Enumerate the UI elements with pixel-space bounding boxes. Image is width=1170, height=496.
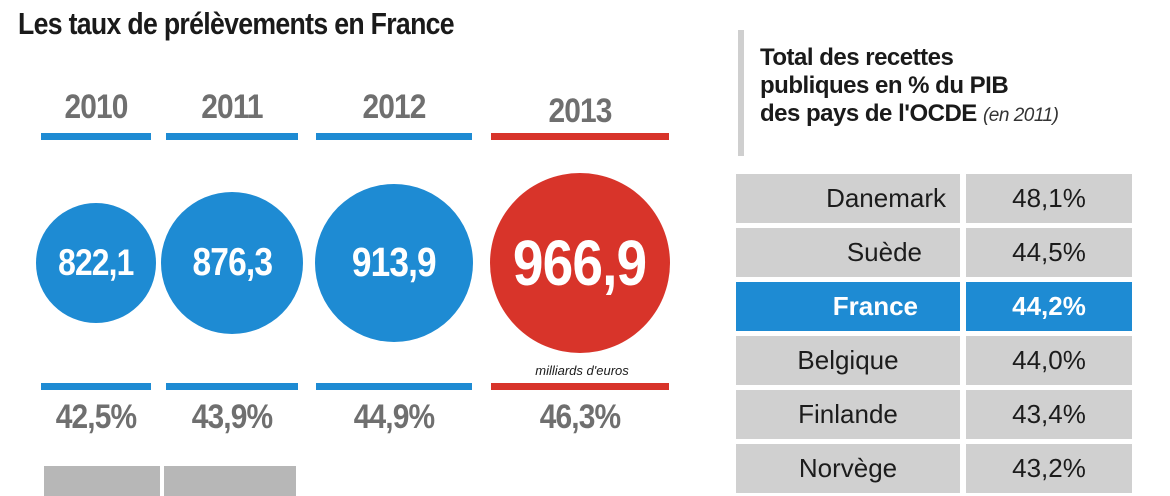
amount-bubble-2011: 876,3 (160, 191, 304, 335)
rate-underline-2012 (316, 383, 472, 390)
year-label-2011: 2011 (201, 88, 263, 126)
table-title-line-2: publiques en % du PIB (760, 72, 1009, 99)
table-row: Suède 44,5% (736, 228, 1132, 277)
divider-line (738, 30, 744, 156)
year-underline-2010 (41, 133, 151, 140)
value-cell: 43,4% (966, 390, 1132, 439)
country-name: Suède (846, 237, 922, 267)
rate-value: 43,2% (1012, 453, 1086, 483)
year-label-2010: 2010 (64, 88, 128, 126)
rate-value-2013: 46,3% (539, 398, 621, 436)
rate-value: 43,4% (1012, 399, 1086, 429)
country-cell: France (736, 282, 960, 331)
amount-value-2010: 822,1 (58, 242, 134, 283)
rate-value: 44,2% (1012, 291, 1086, 321)
value-cell: 48,1% (966, 174, 1132, 223)
year-underline-2013 (491, 133, 669, 140)
amount-value-2013: 966,9 (513, 227, 647, 299)
country-name: Belgique (797, 345, 899, 375)
rate-value: 48,1% (1012, 183, 1086, 213)
table-row: Norvège 43,2% (736, 444, 1132, 493)
value-cell: 44,5% (966, 228, 1132, 277)
table-title: Total des recettes publiques en % du PIB… (760, 44, 1160, 130)
amount-bubble-2013: 966,9 (490, 173, 670, 353)
year-underline-2011 (166, 133, 298, 140)
table-row: Belgique 44,0% (736, 336, 1132, 385)
country-cell: Finlande (736, 390, 960, 439)
table-title-note: (en 2011) (982, 105, 1059, 126)
year-label-2013: 2013 (548, 92, 612, 130)
table-row: Finlande 43,4% (736, 390, 1132, 439)
table-title-line-3: des pays de l'OCDE (en 2011) (760, 100, 1160, 130)
country-cell: Norvège (736, 444, 960, 493)
table-row: France 44,2% (736, 282, 1132, 331)
country-cell: Suède (736, 228, 960, 277)
rate-value-2010: 42,5% (55, 398, 137, 436)
table-title-line-1: Total des recettes (760, 44, 954, 71)
country-name: France (832, 291, 918, 321)
table-row: Danemark 48,1% (736, 174, 1132, 223)
country-name: Finlande (798, 399, 898, 429)
rate-value-2011: 43,9% (191, 398, 273, 436)
year-label-2012: 2012 (362, 88, 426, 126)
country-name: Norvège (798, 453, 898, 483)
year-underline-2012 (316, 133, 472, 140)
country-name: Danemark (826, 183, 946, 213)
rate-underline-2011 (166, 383, 298, 390)
rate-underline-2010 (41, 383, 151, 390)
chart-title: Les taux de prélèvements en France (18, 6, 455, 41)
value-cell: 43,2% (966, 444, 1132, 493)
rate-value: 44,5% (1012, 237, 1086, 267)
country-cell: Danemark (736, 174, 960, 223)
table-title-line-3-text: des pays de l'OCDE (760, 100, 977, 127)
rate-value-2012: 44,9% (353, 398, 435, 436)
amount-value-2011: 876,3 (192, 240, 273, 284)
unit-label: milliards d'euros (535, 363, 629, 378)
value-cell: 44,2% (966, 282, 1132, 331)
amount-bubble-2012: 913,9 (314, 183, 473, 342)
amount-bubble-2010: 822,1 (36, 203, 156, 323)
amount-value-2012: 913,9 (352, 239, 437, 286)
country-cell: Belgique (736, 336, 960, 385)
value-cell: 44,0% (966, 336, 1132, 385)
bottom-tab-left (44, 466, 160, 496)
bottom-tab-right (164, 466, 296, 496)
rate-underline-2013 (491, 383, 669, 390)
rate-value: 44,0% (1012, 345, 1086, 375)
